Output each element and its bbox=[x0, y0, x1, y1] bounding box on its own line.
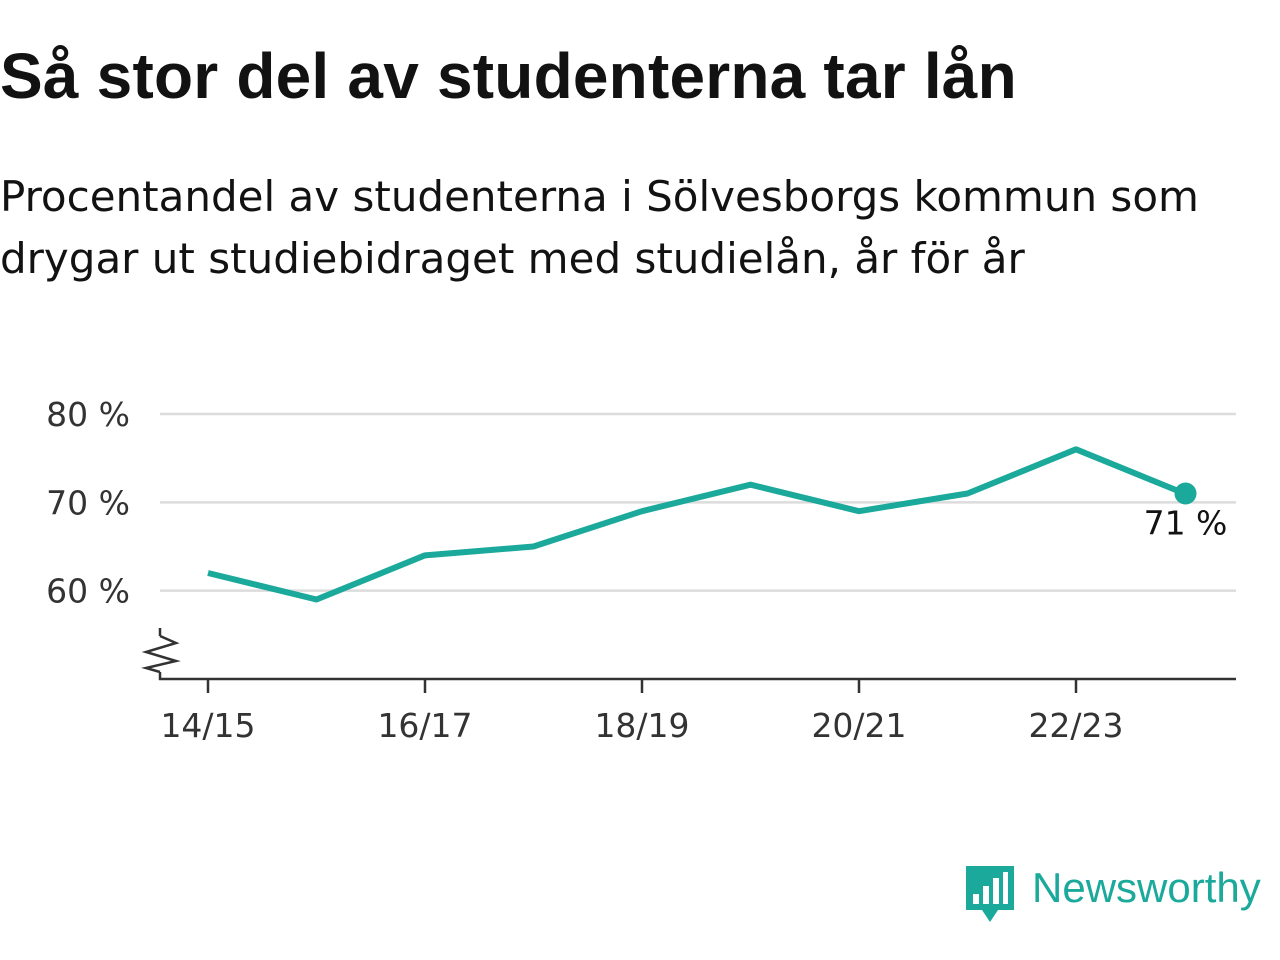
gridlines bbox=[160, 412, 1236, 592]
y-tick-label-70: 70 % bbox=[46, 483, 130, 522]
series-line bbox=[207, 446, 1186, 603]
x-tick-label-14/15: 14/15 bbox=[160, 706, 255, 745]
chart-subtitle: Procentandel av studenterna i Sölvesborg… bbox=[0, 172, 1199, 283]
x-tick-label-18/19: 18/19 bbox=[594, 706, 689, 745]
end-point-marker bbox=[1174, 482, 1197, 505]
x-axis: 14/15 16/17 18/19 20/21 22/23 bbox=[141, 628, 1236, 745]
x-tick-label-22/23: 22/23 bbox=[1028, 706, 1123, 745]
y-axis-break-icon bbox=[141, 634, 181, 674]
y-tick-label-60: 60 % bbox=[46, 572, 130, 611]
y-tick-label-80: 80 % bbox=[46, 395, 130, 434]
end-value-label: 71 % bbox=[1144, 504, 1228, 543]
bar-chart-speech-bubble-icon bbox=[966, 866, 1014, 922]
brand-logo: Newsworthy bbox=[964, 864, 1261, 928]
brand-name: Newsworthy bbox=[1032, 864, 1261, 911]
chart-title: Så stor del av studenterna tar lån bbox=[0, 40, 1017, 112]
x-tick-label-16/17: 16/17 bbox=[377, 706, 472, 745]
series-layer: 71 % bbox=[207, 446, 1228, 603]
x-tick-label-20/21: 20/21 bbox=[811, 706, 906, 745]
y-axis: 60 % 70 % 80 % bbox=[46, 395, 130, 611]
line-chart: 60 % 70 % 80 % 14/15 16/17 18/19 20/21 22/23 7… bbox=[46, 395, 1236, 745]
